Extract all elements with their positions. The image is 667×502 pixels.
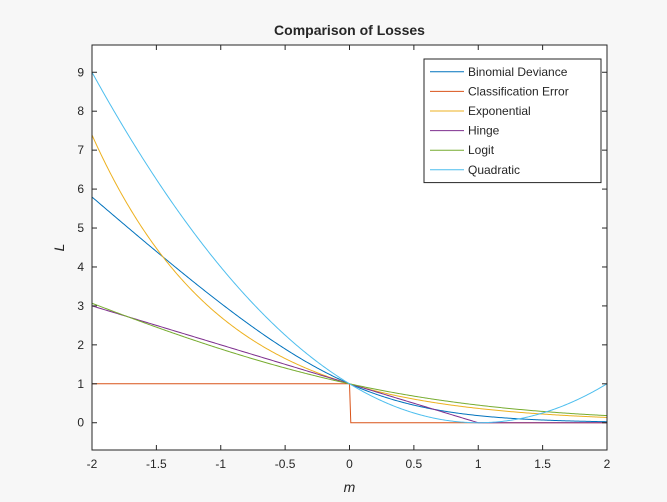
y-tick-label: 3 [77, 299, 84, 313]
x-tick-label: -0.5 [275, 457, 296, 471]
x-tick-label: -1 [215, 457, 226, 471]
legend-entry: Logit [468, 143, 495, 157]
legend-entry: Classification Error [468, 84, 569, 98]
x-tick-label: 0 [346, 457, 353, 471]
y-tick-label: 1 [77, 377, 84, 391]
axes-layer: -2 -1.5 -1 -0.5 0 0.5 1 1.5 2 0 1 2 3 4 5 6 7 8 9 [77, 45, 611, 471]
x-tick-label: -2 [87, 457, 98, 471]
chart-title: Comparison of Losses [274, 22, 425, 38]
legend-entry: Exponential [468, 104, 531, 118]
y-tick-label: 8 [77, 104, 84, 118]
series-quadratic [91, 72, 608, 424]
legend-entry: Hinge [468, 124, 500, 138]
series-layer [91, 72, 608, 424]
y-tick-label: 5 [77, 221, 84, 235]
legend-entry: Binomial Deviance [468, 65, 568, 79]
x-tick-label: 1 [475, 457, 482, 471]
x-tick-label: 1.5 [534, 457, 551, 471]
legend: Binomial Deviance Classification Error Exp… [423, 58, 602, 184]
y-tick-label: 4 [77, 260, 84, 274]
y-tick-label: 0 [77, 416, 84, 430]
y-axis-label: L [51, 244, 67, 252]
legend-box [423, 58, 602, 184]
x-tick-label: 0.5 [406, 457, 423, 471]
x-tick-label: 2 [604, 457, 611, 471]
legend-entry: Quadratic [468, 163, 520, 177]
x-axis-label: m [344, 479, 356, 495]
y-tick-label: 7 [77, 143, 84, 157]
y-tick-label: 6 [77, 182, 84, 196]
x-tick-label: -1.5 [146, 457, 167, 471]
y-tick-label: 2 [77, 338, 84, 352]
y-tick-label: 9 [77, 65, 84, 79]
